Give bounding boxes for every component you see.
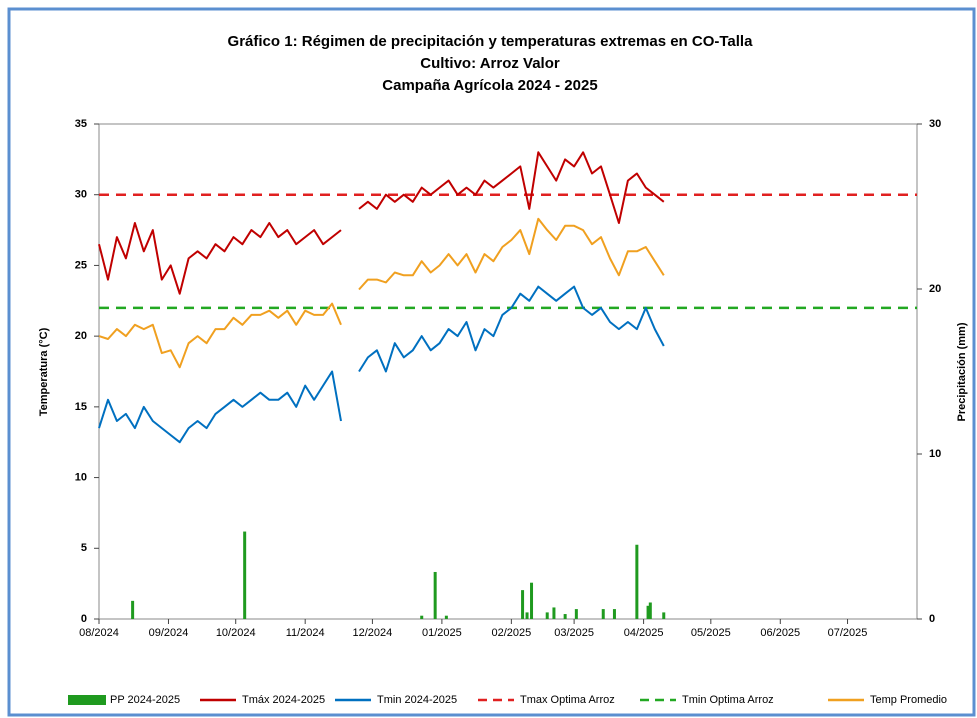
bar [521,590,525,619]
bar [131,600,135,619]
y-tick-label: 30 [75,189,87,201]
x-tick-label: 12/2024 [353,627,393,639]
legend-label: Tmin Optima Arroz [682,694,774,706]
bar [635,544,639,619]
y2-tick-label: 0 [929,613,935,625]
legend-swatch [68,695,106,705]
legend-label: Tmin 2024-2025 [377,694,457,706]
x-tick-label: 07/2025 [828,627,868,639]
bar [601,609,605,619]
y-tick-label: 10 [75,471,87,483]
chart-subtitle: Campaña Agrícola 2024 - 2025 [382,77,597,94]
chart-title: Gráfico 1: Régimen de precipitación y te… [228,33,754,50]
legend-label: Temp Promedio [870,694,947,706]
bar [530,582,534,619]
x-tick-label: 03/2025 [554,627,594,639]
bar [545,612,549,619]
y-tick-label: 35 [75,118,87,130]
legend-label: Tmax Optima Arroz [520,694,615,706]
y-tick-label: 15 [75,401,87,413]
y-tick-label: 0 [81,613,87,625]
legend-label: Tmáx 2024-2025 [242,694,325,706]
x-tick-label: 01/2025 [422,627,462,639]
x-tick-label: 11/2024 [286,627,325,639]
chart-frame [7,7,976,717]
line [98,151,665,295]
bar [552,607,556,619]
bar [444,615,448,619]
bar [563,614,567,619]
bar [648,602,652,619]
bar [646,605,650,619]
y-axis-label: Temperatura (°C) [38,327,50,416]
y-tick-label: 20 [75,330,87,342]
y2-tick-label: 10 [929,448,941,460]
chart-subtitle: Cultivo: Arroz Valor [420,55,560,72]
bar [420,615,424,619]
plot-frame [98,123,918,620]
x-tick-label: 10/2024 [216,627,256,639]
bar [612,609,616,619]
y-tick-label: 5 [81,542,87,554]
x-tick-label: 04/2025 [624,627,664,639]
bar [574,609,578,619]
y2-tick-label: 30 [929,118,941,130]
y-tick-label: 25 [75,259,87,271]
bar [662,612,666,619]
line [98,285,665,444]
x-tick-label: 08/2024 [79,627,119,639]
bar [243,531,247,619]
x-tick-label: 06/2025 [760,627,800,639]
x-tick-label: 09/2024 [149,627,189,639]
y2-tick-label: 20 [929,283,941,295]
legend-label: PP 2024-2025 [110,694,180,706]
bar [525,612,529,619]
bar [433,571,437,619]
line [98,217,665,369]
x-tick-label: 02/2025 [491,627,531,639]
y2-axis-label: Precipitación (mm) [956,322,968,421]
x-tick-label: 05/2025 [691,627,731,639]
